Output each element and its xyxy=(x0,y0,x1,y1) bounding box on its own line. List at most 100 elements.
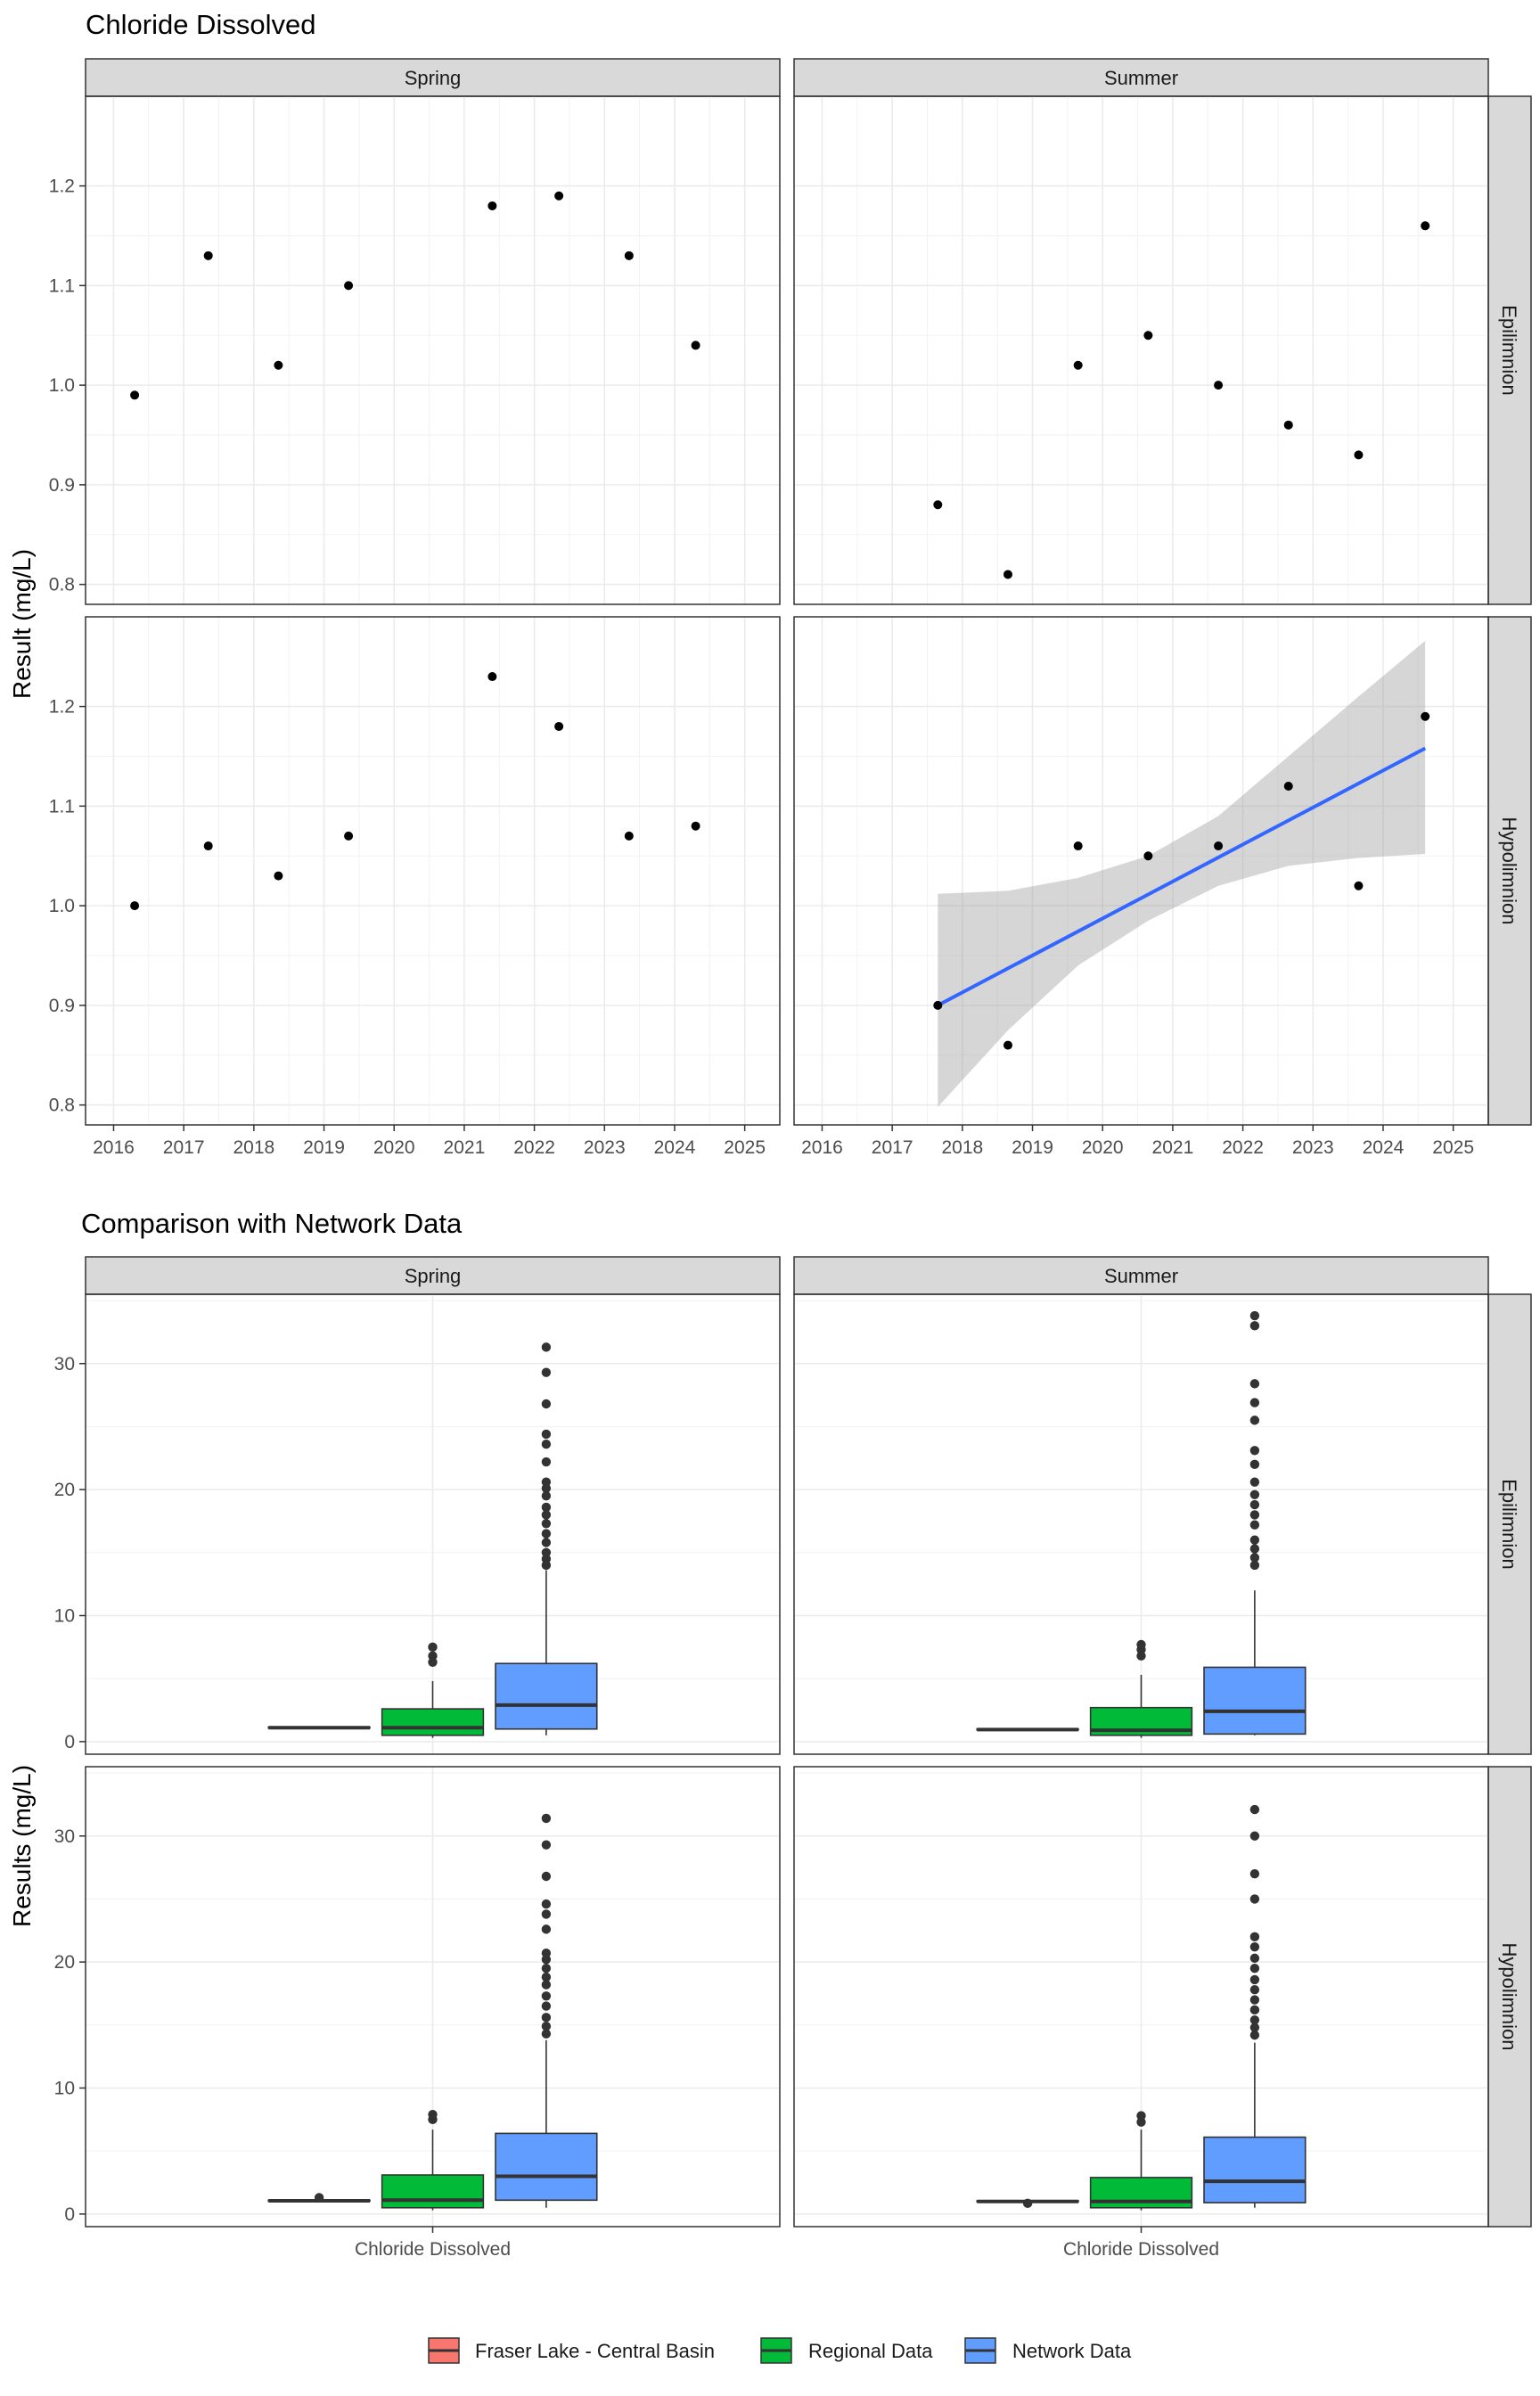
outlier-point xyxy=(1022,2198,1033,2209)
box-panel-spring-epilimnion: Spring 0 10 20 30 xyxy=(54,1256,781,1755)
legend-item-network-data: Network Data xyxy=(964,2337,1132,2364)
box-body xyxy=(495,2132,598,2202)
strip-spring xyxy=(85,1256,781,1295)
outlier-point xyxy=(1249,1868,1260,1879)
outlier-point xyxy=(541,1342,552,1352)
outlier-point xyxy=(541,1972,552,1982)
outlier-point xyxy=(541,1871,552,1882)
box-body xyxy=(381,1708,485,1736)
y-tick-label: 1.2 xyxy=(49,176,75,197)
outlier-point xyxy=(541,1963,552,1973)
chart1-title: Chloride Dissolved xyxy=(86,9,315,40)
outlier-point xyxy=(1249,1499,1260,1510)
x-tick-label: 2021 xyxy=(1152,1137,1194,1158)
box-body xyxy=(1203,2136,1307,2203)
data-point xyxy=(487,201,497,210)
y-tick-label: 0.9 xyxy=(49,996,75,1016)
box-panel-summer-epilimnion: Summer Epilimnion xyxy=(793,1256,1532,1755)
x-tick-label: 2017 xyxy=(872,1137,913,1158)
data-point xyxy=(130,390,140,400)
panel-border xyxy=(85,616,781,1126)
scatter-panel-spring-epilimnion: Spring 0.8 0.9 1.0 1.1 1.2 xyxy=(49,58,781,605)
x-tick-label: 2025 xyxy=(724,1137,766,1158)
scatter-panel-spring-hypolimnion: 0.8 0.9 1.0 1.1 1.2 2016 2017 2018 2019 2020 2021 2… xyxy=(49,616,781,1158)
outlier-point xyxy=(1249,1985,1260,1995)
y-tick-label: 0 xyxy=(64,1732,75,1752)
data-point xyxy=(1283,420,1293,430)
outlier-point xyxy=(1249,1941,1260,1952)
y-tick-label: 0.9 xyxy=(49,475,75,496)
box-fraser-lake-central-basin xyxy=(976,1727,1079,1732)
outlier-point xyxy=(1249,1321,1260,1331)
outlier-point xyxy=(1136,1639,1146,1650)
strip-label-epilimnion: Epilimnion xyxy=(1498,1479,1520,1570)
outlier-point xyxy=(1249,1459,1260,1470)
box-body xyxy=(495,1662,598,1730)
strip-summer xyxy=(793,1256,1489,1295)
box-panel-spring-hypolimnion: 0 10 20 30 Chloride Dissolved xyxy=(54,1766,781,2260)
data-point xyxy=(1143,851,1153,861)
box-body xyxy=(381,2174,485,2209)
outlier-point xyxy=(314,2193,324,2203)
strip-label-spring: Spring xyxy=(405,1265,462,1287)
box-panel-summer-hypolimnion: Hypolimnion Chloride Dissolved xyxy=(793,1766,1532,2260)
data-point xyxy=(274,360,283,370)
box-fraser-lake-central-basin xyxy=(267,2193,371,2203)
outlier-point xyxy=(1249,1932,1260,1942)
data-point xyxy=(1143,331,1153,341)
outlier-point xyxy=(541,1367,552,1377)
outlier-point xyxy=(1249,1310,1260,1321)
legend-label-network-data: Network Data xyxy=(1012,2340,1132,2362)
x-tick-label: 2019 xyxy=(1012,1137,1053,1158)
outlier-point xyxy=(541,1813,552,1824)
panel-border xyxy=(793,95,1489,605)
x-tick-label: 2024 xyxy=(1363,1137,1405,1158)
legend-item-fraser-lake: Fraser Lake - Central Basin xyxy=(428,2337,715,2364)
outlier-point xyxy=(541,1510,552,1520)
outlier-point xyxy=(1249,2014,1260,2025)
chart2-title: Comparison with Network Data xyxy=(81,1208,463,1239)
outlier-point xyxy=(541,1980,552,1990)
data-point xyxy=(624,250,634,260)
outlier-point xyxy=(541,1991,552,2001)
outlier-point xyxy=(1249,1953,1260,1964)
data-point xyxy=(933,500,943,510)
outlier-point xyxy=(1249,1544,1260,1554)
strip-epilimnion xyxy=(1487,1293,1532,1755)
outlier-point xyxy=(1249,1398,1260,1407)
strip-summer xyxy=(793,58,1489,97)
data-point xyxy=(554,191,564,201)
strip-label-spring: Spring xyxy=(405,67,462,89)
box-network-data xyxy=(1203,1804,1307,2208)
data-point xyxy=(1421,221,1430,231)
outlier-point xyxy=(541,1949,552,1958)
outlier-point xyxy=(1249,1510,1260,1520)
y-tick-label: 0 xyxy=(64,2204,75,2225)
box-regional-data xyxy=(1089,1639,1193,1738)
outlier-point xyxy=(1249,1804,1260,1815)
data-point xyxy=(130,901,140,911)
legend-label-fraser-lake: Fraser Lake - Central Basin xyxy=(475,2340,715,2362)
outlier-point xyxy=(541,1477,552,1487)
outlier-point xyxy=(1136,2111,1146,2121)
outlier-point xyxy=(1249,2023,1260,2032)
y-tick-label: 20 xyxy=(54,1480,75,1500)
panel-border xyxy=(793,1293,1489,1755)
outlier-point xyxy=(541,1909,552,1919)
scatter-panel-summer-epilimnion: Summer Epilimnion xyxy=(793,58,1532,605)
x-tick-label: 2022 xyxy=(513,1137,555,1158)
data-point xyxy=(1073,841,1083,851)
outlier-point xyxy=(1249,1995,1260,2005)
data-point xyxy=(1421,711,1430,721)
x-tick-label: 2019 xyxy=(303,1137,345,1158)
outlier-point xyxy=(541,1502,552,1513)
outlier-point xyxy=(1249,1520,1260,1530)
strip-epilimnion xyxy=(1487,95,1532,605)
box-regional-data xyxy=(1089,2111,1193,2211)
outlier-point xyxy=(541,1399,552,1409)
y-tick-label: 30 xyxy=(54,1354,75,1374)
outlier-point xyxy=(541,2029,552,2039)
y-tick-label: 1.1 xyxy=(49,796,75,816)
y-tick-label: 0.8 xyxy=(49,575,75,595)
